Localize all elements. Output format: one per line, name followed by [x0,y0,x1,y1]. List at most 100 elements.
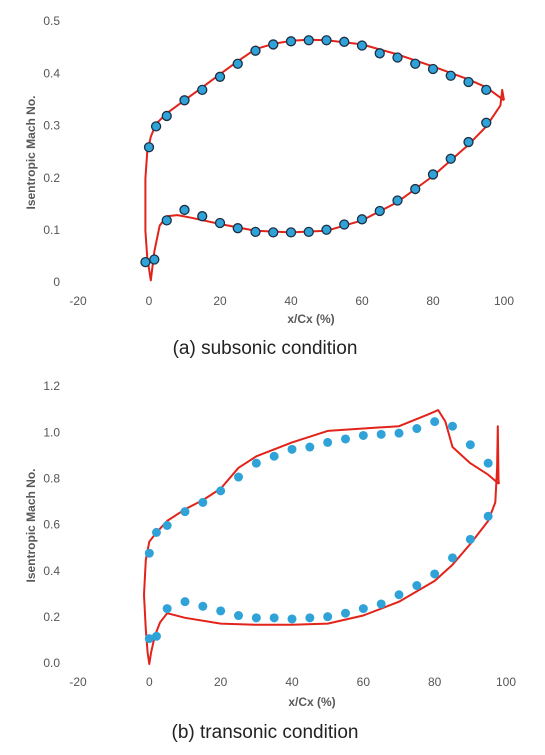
data-point [216,606,226,616]
x-axis-label: x/Cx (%) [288,695,335,709]
data-point [445,153,456,164]
x-tick-label: 40 [285,675,299,689]
y-tick-label: 0.2 [43,610,60,624]
data-point [483,458,493,468]
data-point [268,39,279,50]
data-point [341,608,350,618]
y-tick-label: 0 [53,275,60,289]
data-point [323,437,333,447]
data-point [394,428,404,438]
computed-line [144,38,505,282]
x-tick-label: 0 [146,675,153,689]
y-tick-label: 0.0 [43,656,60,670]
data-point [392,52,403,63]
data-point [149,254,160,265]
x-tick-label: 20 [213,294,227,308]
data-point [465,440,475,450]
data-point [376,429,386,439]
y-tick-label: 0.4 [43,66,60,80]
data-point [463,76,474,88]
data-point [287,444,297,454]
data-point [197,211,208,222]
x-tick-label: -20 [69,294,87,308]
data-point [356,214,368,225]
data-point [303,226,314,237]
data-point [427,63,439,75]
x-tick-label: 0 [146,294,153,308]
data-point [234,611,243,621]
data-point [412,424,422,434]
data-point [445,70,456,81]
data-point [358,604,368,614]
data-point [356,40,368,51]
y-tick-label: 0.3 [43,119,60,133]
data-point [214,217,226,229]
data-point [412,581,422,591]
data-point [305,613,315,623]
data-point [269,451,279,461]
data-point [151,527,161,537]
data-point [321,224,332,235]
data-point [251,613,261,623]
data-point [410,58,421,69]
data-point [216,486,226,496]
data-point [483,511,493,521]
data-point [374,48,385,59]
data-point [268,227,279,238]
x-tick-label: 80 [428,675,442,689]
data-point [232,58,243,69]
data-point [392,195,403,206]
data-point [250,45,261,56]
data-point [339,36,350,47]
data-point [448,553,457,563]
data-point [285,227,297,238]
y-tick-label: 0.8 [43,472,60,486]
data-point [179,204,190,216]
data-point [358,430,368,440]
caption: (b) transonic condition [172,722,359,743]
data-point [481,117,492,128]
data-point [179,95,190,106]
computed-line [143,409,500,665]
data-point [161,110,172,122]
data-point [430,569,440,579]
x-tick-label: 80 [426,294,440,308]
y-tick-label: 1.0 [43,425,60,439]
x-tick-label: -20 [69,675,87,689]
y-tick-label: 0.1 [43,223,60,237]
data-point [430,417,440,427]
y-axis-label: Isentropic Mach No. [24,468,38,582]
data-point [150,121,162,132]
data-point [162,604,172,614]
data-point [151,631,161,641]
y-axis-label: Isentropic Mach No. [24,95,38,209]
data-point [427,169,439,180]
data-point [448,421,457,431]
data-point [234,472,243,482]
x-tick-label: 60 [355,294,369,308]
data-point [341,434,350,444]
x-tick-label: 40 [284,294,298,308]
x-tick-label: 100 [496,675,516,689]
y-tick-label: 0.5 [43,14,60,28]
data-point [287,614,297,624]
caption: (a) subsonic condition [173,338,358,359]
data-point [140,256,151,268]
data-point [321,35,332,46]
data-point [410,183,421,195]
data-point [463,136,474,148]
data-point [162,521,172,530]
data-point [376,599,386,609]
data-point [269,613,279,623]
data-point [251,458,261,468]
data-point [305,442,315,452]
y-tick-label: 0.6 [43,518,60,532]
data-point [303,35,314,46]
x-tick-label: 60 [357,675,371,689]
data-point [180,597,190,607]
y-tick-label: 0.4 [43,564,60,578]
x-tick-label: 20 [214,675,228,689]
x-tick-label: 100 [494,294,514,308]
